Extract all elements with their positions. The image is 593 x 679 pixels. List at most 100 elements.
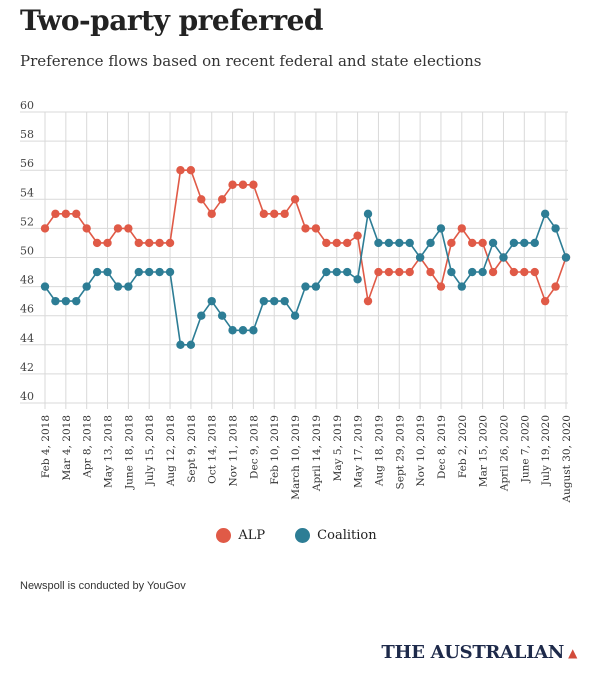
- data-point-coalition[interactable]: [353, 275, 362, 284]
- brand-logo[interactable]: THE AUSTRALIAN ▲: [381, 642, 577, 663]
- data-point-alp[interactable]: [551, 282, 560, 291]
- data-point-coalition[interactable]: [103, 267, 112, 277]
- data-point-alp[interactable]: [509, 267, 519, 277]
- data-point-alp[interactable]: [134, 238, 143, 248]
- data-point-coalition[interactable]: [509, 238, 519, 248]
- data-point-alp[interactable]: [384, 267, 394, 277]
- data-point-coalition[interactable]: [520, 238, 529, 248]
- data-point-coalition[interactable]: [540, 209, 550, 219]
- data-point-coalition[interactable]: [363, 209, 373, 219]
- data-point-alp[interactable]: [488, 267, 498, 277]
- data-point-coalition[interactable]: [311, 282, 321, 291]
- data-point-coalition[interactable]: [40, 282, 50, 291]
- data-point-coalition[interactable]: [249, 326, 258, 335]
- data-point-coalition[interactable]: [447, 267, 456, 277]
- data-point-alp[interactable]: [249, 180, 258, 189]
- data-point-alp[interactable]: [280, 209, 289, 219]
- data-point-coalition[interactable]: [186, 340, 196, 349]
- data-point-alp[interactable]: [207, 209, 216, 219]
- data-point-alp[interactable]: [301, 224, 310, 233]
- data-point-coalition[interactable]: [415, 253, 425, 262]
- data-point-coalition[interactable]: [290, 311, 300, 320]
- data-point-coalition[interactable]: [82, 282, 91, 291]
- data-point-alp[interactable]: [332, 238, 341, 248]
- data-point-alp[interactable]: [92, 238, 102, 248]
- data-point-coalition[interactable]: [113, 282, 123, 291]
- data-point-alp[interactable]: [290, 195, 300, 204]
- data-point-alp[interactable]: [155, 238, 164, 248]
- data-point-coalition[interactable]: [217, 311, 227, 320]
- data-point-coalition[interactable]: [259, 296, 269, 306]
- data-point-alp[interactable]: [457, 224, 466, 233]
- data-point-coalition[interactable]: [61, 296, 71, 306]
- data-point-coalition[interactable]: [342, 267, 352, 277]
- data-point-alp[interactable]: [82, 224, 91, 233]
- data-point-alp[interactable]: [124, 224, 133, 233]
- data-point-coalition[interactable]: [436, 224, 446, 233]
- data-point-coalition[interactable]: [145, 267, 154, 277]
- data-point-coalition[interactable]: [384, 238, 394, 248]
- data-point-coalition[interactable]: [270, 296, 279, 306]
- data-point-coalition[interactable]: [124, 282, 133, 291]
- data-point-coalition[interactable]: [551, 224, 560, 233]
- data-point-alp[interactable]: [530, 267, 539, 277]
- data-point-alp[interactable]: [468, 238, 477, 248]
- data-point-alp[interactable]: [176, 166, 185, 175]
- data-point-alp[interactable]: [228, 180, 237, 189]
- data-point-coalition[interactable]: [176, 340, 185, 349]
- data-point-coalition[interactable]: [478, 267, 487, 277]
- data-point-alp[interactable]: [447, 238, 456, 248]
- data-point-alp[interactable]: [270, 209, 279, 219]
- data-point-coalition[interactable]: [238, 326, 248, 335]
- data-point-alp[interactable]: [520, 267, 529, 277]
- data-point-alp[interactable]: [72, 209, 81, 219]
- data-point-coalition[interactable]: [561, 253, 571, 262]
- data-point-alp[interactable]: [426, 267, 435, 277]
- data-point-alp[interactable]: [405, 267, 414, 277]
- data-point-coalition[interactable]: [197, 311, 206, 320]
- data-point-coalition[interactable]: [457, 282, 466, 291]
- data-point-alp[interactable]: [40, 224, 50, 233]
- legend-item-alp[interactable]: ALP: [216, 528, 265, 543]
- data-point-coalition[interactable]: [207, 296, 216, 306]
- data-point-alp[interactable]: [259, 209, 269, 219]
- data-point-coalition[interactable]: [332, 267, 341, 277]
- data-point-coalition[interactable]: [134, 267, 143, 277]
- data-point-coalition[interactable]: [468, 267, 477, 277]
- data-point-alp[interactable]: [103, 238, 112, 248]
- data-point-alp[interactable]: [197, 195, 206, 204]
- data-point-coalition[interactable]: [395, 238, 404, 248]
- data-point-coalition[interactable]: [426, 238, 435, 248]
- data-point-coalition[interactable]: [155, 267, 164, 277]
- data-point-coalition[interactable]: [488, 238, 498, 248]
- data-point-alp[interactable]: [51, 209, 60, 219]
- data-point-coalition[interactable]: [405, 238, 414, 248]
- data-point-coalition[interactable]: [228, 326, 237, 335]
- data-point-alp[interactable]: [113, 224, 123, 233]
- data-point-alp[interactable]: [238, 180, 248, 189]
- data-point-alp[interactable]: [478, 238, 487, 248]
- data-point-coalition[interactable]: [165, 267, 175, 277]
- data-point-alp[interactable]: [145, 238, 154, 248]
- data-point-alp[interactable]: [353, 231, 362, 240]
- data-point-coalition[interactable]: [301, 282, 310, 291]
- data-point-alp[interactable]: [436, 282, 446, 291]
- data-point-coalition[interactable]: [499, 253, 508, 262]
- data-point-coalition[interactable]: [530, 238, 539, 248]
- data-point-alp[interactable]: [61, 209, 71, 219]
- data-point-alp[interactable]: [322, 238, 331, 248]
- data-point-alp[interactable]: [186, 166, 196, 175]
- data-point-coalition[interactable]: [51, 296, 60, 306]
- data-point-alp[interactable]: [342, 238, 352, 248]
- data-point-coalition[interactable]: [72, 296, 81, 306]
- data-point-alp[interactable]: [363, 296, 373, 306]
- data-point-alp[interactable]: [540, 296, 550, 306]
- data-point-coalition[interactable]: [92, 267, 102, 277]
- data-point-alp[interactable]: [374, 267, 383, 277]
- data-point-alp[interactable]: [395, 267, 404, 277]
- data-point-coalition[interactable]: [280, 296, 289, 306]
- data-point-coalition[interactable]: [322, 267, 331, 277]
- legend-item-coalition[interactable]: Coalition: [295, 528, 377, 543]
- data-point-alp[interactable]: [165, 238, 175, 248]
- data-point-alp[interactable]: [311, 224, 321, 233]
